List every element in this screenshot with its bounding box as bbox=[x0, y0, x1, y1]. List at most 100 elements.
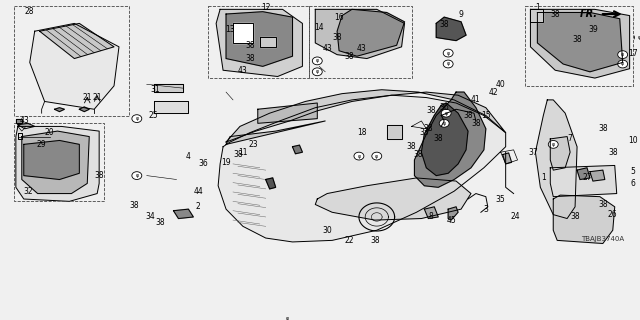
Text: 33: 33 bbox=[419, 128, 429, 137]
Text: 10: 10 bbox=[628, 136, 637, 145]
Text: 5: 5 bbox=[630, 167, 635, 176]
Polygon shape bbox=[233, 23, 253, 43]
Polygon shape bbox=[29, 23, 119, 109]
Circle shape bbox=[312, 57, 322, 65]
Text: 44: 44 bbox=[193, 187, 203, 196]
Text: φ: φ bbox=[447, 61, 450, 67]
Polygon shape bbox=[226, 12, 292, 66]
Bar bbox=[525, 6, 632, 86]
Text: 35: 35 bbox=[496, 195, 506, 204]
Text: 24: 24 bbox=[511, 212, 520, 221]
Text: 43: 43 bbox=[238, 66, 248, 75]
Text: 38: 38 bbox=[245, 41, 255, 50]
Text: 38: 38 bbox=[245, 54, 255, 63]
Polygon shape bbox=[531, 9, 543, 22]
Text: 43: 43 bbox=[323, 44, 332, 53]
Text: 15: 15 bbox=[481, 111, 491, 120]
Polygon shape bbox=[226, 90, 506, 142]
Polygon shape bbox=[448, 207, 458, 220]
Text: φ: φ bbox=[638, 35, 640, 40]
Polygon shape bbox=[415, 92, 486, 187]
Circle shape bbox=[372, 152, 381, 160]
Text: φ: φ bbox=[621, 52, 624, 57]
Polygon shape bbox=[18, 133, 22, 139]
Text: 11: 11 bbox=[238, 148, 248, 157]
Circle shape bbox=[132, 115, 142, 123]
Polygon shape bbox=[531, 9, 630, 78]
Text: 38: 38 bbox=[406, 142, 416, 151]
Polygon shape bbox=[154, 101, 188, 113]
Circle shape bbox=[441, 109, 451, 117]
Text: 13: 13 bbox=[225, 25, 235, 34]
Text: 27: 27 bbox=[582, 173, 592, 182]
Polygon shape bbox=[18, 123, 35, 129]
Text: 38: 38 bbox=[370, 236, 380, 245]
Text: 29: 29 bbox=[37, 140, 47, 149]
Text: 38: 38 bbox=[598, 124, 607, 133]
Polygon shape bbox=[387, 125, 401, 139]
Text: TBAJB3740A: TBAJB3740A bbox=[582, 236, 625, 242]
Text: φ: φ bbox=[375, 154, 378, 159]
Text: φ: φ bbox=[286, 316, 289, 320]
Polygon shape bbox=[316, 178, 471, 220]
Text: φ: φ bbox=[552, 142, 555, 147]
Text: 38: 38 bbox=[94, 171, 104, 180]
Polygon shape bbox=[16, 126, 99, 201]
Polygon shape bbox=[316, 9, 404, 59]
Text: 9: 9 bbox=[459, 10, 463, 19]
Polygon shape bbox=[424, 207, 438, 219]
Circle shape bbox=[548, 140, 558, 148]
Polygon shape bbox=[502, 153, 511, 164]
Text: 38: 38 bbox=[550, 10, 560, 19]
Text: φ: φ bbox=[443, 121, 445, 126]
Circle shape bbox=[312, 68, 322, 76]
Text: 1: 1 bbox=[535, 3, 540, 12]
Text: 38: 38 bbox=[608, 148, 618, 157]
Circle shape bbox=[618, 51, 628, 59]
Text: 7: 7 bbox=[568, 134, 573, 143]
Text: φ: φ bbox=[621, 61, 624, 67]
Text: 26: 26 bbox=[608, 210, 618, 219]
Text: 32: 32 bbox=[23, 187, 33, 196]
Text: 38: 38 bbox=[233, 150, 243, 159]
Text: 38: 38 bbox=[129, 201, 139, 210]
Circle shape bbox=[444, 49, 453, 57]
Text: φ: φ bbox=[135, 173, 138, 178]
Text: 38: 38 bbox=[572, 35, 582, 44]
Polygon shape bbox=[538, 12, 623, 72]
Text: FR.: FR. bbox=[580, 9, 598, 19]
Text: 38: 38 bbox=[463, 111, 473, 120]
Text: 30: 30 bbox=[323, 226, 332, 235]
Text: φ: φ bbox=[447, 51, 450, 56]
Text: 38: 38 bbox=[344, 52, 354, 61]
Text: 45: 45 bbox=[446, 216, 456, 225]
Text: 39: 39 bbox=[588, 25, 598, 34]
Text: 6: 6 bbox=[630, 179, 635, 188]
Circle shape bbox=[635, 34, 640, 41]
Text: 40: 40 bbox=[496, 80, 506, 89]
Text: 38: 38 bbox=[156, 218, 165, 227]
Circle shape bbox=[283, 315, 292, 320]
Text: 28: 28 bbox=[25, 7, 35, 16]
Bar bbox=[309, 6, 412, 78]
Text: 18: 18 bbox=[357, 128, 367, 137]
Circle shape bbox=[132, 172, 142, 180]
Text: 22: 22 bbox=[344, 236, 354, 245]
Polygon shape bbox=[40, 23, 114, 59]
Polygon shape bbox=[266, 178, 276, 189]
Text: 38: 38 bbox=[598, 200, 607, 209]
Text: 31: 31 bbox=[151, 85, 161, 94]
Text: 12: 12 bbox=[261, 3, 271, 12]
Polygon shape bbox=[258, 103, 317, 123]
Polygon shape bbox=[154, 84, 184, 92]
Text: φ: φ bbox=[357, 154, 360, 159]
Text: 23: 23 bbox=[248, 140, 258, 149]
Polygon shape bbox=[226, 121, 325, 144]
Polygon shape bbox=[22, 131, 89, 194]
Polygon shape bbox=[421, 103, 468, 176]
Text: 1: 1 bbox=[541, 173, 546, 182]
Text: 43: 43 bbox=[357, 44, 367, 53]
Text: 43: 43 bbox=[20, 116, 29, 125]
Polygon shape bbox=[337, 9, 404, 56]
Text: φ: φ bbox=[316, 69, 319, 74]
